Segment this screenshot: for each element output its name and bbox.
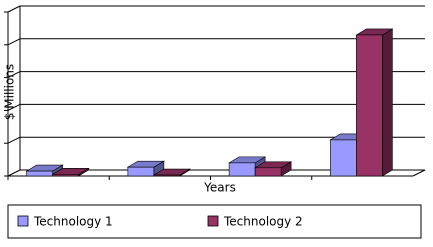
bar bbox=[52, 174, 79, 177]
bar bbox=[228, 162, 256, 177]
legend-swatch bbox=[17, 215, 29, 227]
axis-line bbox=[412, 169, 426, 177]
bar bbox=[26, 170, 53, 177]
grid-line bbox=[7, 5, 21, 13]
bar bbox=[254, 167, 282, 177]
grid-line bbox=[7, 169, 21, 177]
grid-line bbox=[7, 136, 21, 144]
legend-box bbox=[7, 204, 422, 239]
bar-side bbox=[382, 28, 393, 177]
x-axis-label: Years bbox=[203, 181, 236, 195]
bar bbox=[356, 34, 383, 177]
bar bbox=[127, 166, 155, 177]
grid-line bbox=[7, 38, 21, 46]
legend-label: Technology 2 bbox=[223, 215, 303, 229]
grid-line bbox=[7, 103, 21, 111]
legend-label: Technology 1 bbox=[33, 215, 113, 229]
grid-line bbox=[7, 71, 21, 79]
y-axis-label: $ Millions bbox=[3, 64, 17, 120]
bar bbox=[153, 174, 181, 177]
legend-swatch bbox=[207, 215, 219, 227]
bar bbox=[330, 139, 357, 177]
